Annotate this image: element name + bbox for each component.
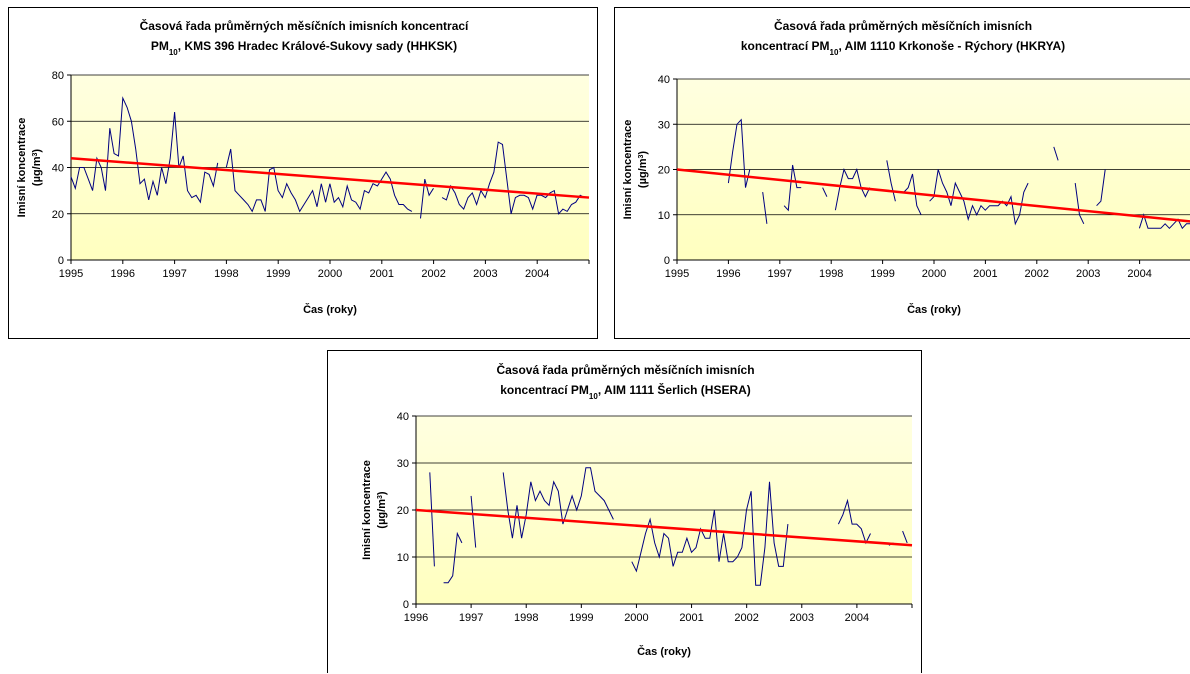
y-tick-label: 0 xyxy=(58,255,64,267)
series-line xyxy=(502,467,614,539)
series-line xyxy=(822,187,828,197)
x-tick-label: 1999 xyxy=(569,612,593,624)
x-tick-label: 1997 xyxy=(459,612,483,624)
chart-title-line-1: Časová řada průměrných měsíčních imisníc… xyxy=(140,18,469,33)
series-line xyxy=(429,472,435,567)
series-line xyxy=(443,531,463,584)
chart-title-line-2: koncentrací PM10, AIM 1110 Krkonoše - Rý… xyxy=(741,39,1065,57)
series-line xyxy=(903,173,922,216)
y-axis-unit: (µg/m3) xyxy=(376,491,388,528)
chart-title-line-1: Časová řada průměrných měsíčních imisníc… xyxy=(496,362,754,377)
x-tick-label: 1995 xyxy=(665,268,689,280)
x-tick-label: 1998 xyxy=(819,268,843,280)
series-line xyxy=(837,498,871,545)
y-axis-label: Imisní koncentrace xyxy=(622,120,634,220)
y-tick-label: 30 xyxy=(397,458,409,470)
series-line xyxy=(727,118,751,188)
y-tick-label: 0 xyxy=(664,255,670,267)
y-axis-unit: (µg/m3) xyxy=(31,149,43,186)
x-tick-label: 1996 xyxy=(716,268,740,280)
series-line xyxy=(441,141,585,215)
trend-line xyxy=(415,508,913,547)
series-line xyxy=(783,164,802,212)
series-line xyxy=(1074,183,1085,225)
x-tick-label: 1995 xyxy=(59,268,83,280)
x-tick-label: 2002 xyxy=(1025,268,1049,280)
x-tick-label: 2001 xyxy=(370,268,394,280)
series-line xyxy=(420,178,434,219)
y-tick-label: 40 xyxy=(658,74,670,86)
series-line xyxy=(886,160,896,202)
x-tick-label: 2000 xyxy=(922,268,946,280)
x-tick-label: 1997 xyxy=(162,268,186,280)
x-tick-label: 1998 xyxy=(214,268,238,280)
y-tick-label: 60 xyxy=(52,116,64,128)
chart-title-line-1: Časová řada průměrných měsíčních imisníc… xyxy=(774,18,1032,33)
x-tick-label: 2003 xyxy=(790,612,814,624)
series-line xyxy=(225,148,413,213)
series-line xyxy=(1053,146,1059,161)
x-tick-label: 2004 xyxy=(1127,268,1151,280)
trend-line xyxy=(676,168,1190,223)
y-tick-label: 20 xyxy=(52,209,64,221)
chart-hhksk: 0 20 40 60 80 1995 1996 1997 1998 1999 2000 2001 200… xyxy=(16,18,590,316)
x-tick-label: 2003 xyxy=(473,268,497,280)
y-axis-label: Imisní koncentrace xyxy=(361,460,373,560)
y-tick-label: 80 xyxy=(52,70,64,82)
x-axis-label: Čas (roky) xyxy=(303,303,357,316)
series-line xyxy=(631,481,789,586)
x-tick-label: 1998 xyxy=(514,612,538,624)
x-axis-label: Čas (roky) xyxy=(637,645,691,658)
chart-title-line-2: PM10, KMS 396 Hradec Králové-Sukovy sady… xyxy=(151,39,457,57)
series-line xyxy=(470,495,477,548)
y-tick-label: 0 xyxy=(403,599,409,611)
chart-title-line-2: koncentrací PM10, AIM 1111 Šerlich (HSER… xyxy=(500,382,751,401)
x-tick-label: 2000 xyxy=(624,612,648,624)
y-tick-label: 30 xyxy=(658,119,670,131)
y-tick-label: 10 xyxy=(658,210,670,222)
y-tick-label: 40 xyxy=(397,411,409,423)
series-line xyxy=(902,530,908,544)
chart-hsera: 0 10 20 30 40 1996 1997 1998 1999 2000 2001 2002 200… xyxy=(361,362,913,658)
x-tick-label: 2004 xyxy=(845,612,869,624)
series-line xyxy=(929,169,1029,226)
x-axis-label: Čas (roky) xyxy=(907,303,961,316)
chart-hkrya: 0 10 20 30 40 1995 1996 1997 1998 1999 2000 2001 200… xyxy=(622,18,1190,316)
chart-panel-hsera: 0 10 20 30 40 1996 1997 1998 1999 2000 2001 2002 200… xyxy=(327,350,922,673)
x-tick-label: 1997 xyxy=(768,268,792,280)
series-line xyxy=(1096,169,1106,207)
y-axis-unit: (µg/m3) xyxy=(637,151,649,188)
x-tick-label: 2002 xyxy=(421,268,445,280)
chart-panel-hkrya: 0 10 20 30 40 1995 1996 1997 1998 1999 2000 2001 200… xyxy=(614,7,1190,339)
y-tick-label: 20 xyxy=(658,165,670,177)
x-tick-label: 1996 xyxy=(111,268,135,280)
x-tick-label: 1999 xyxy=(870,268,894,280)
x-tick-label: 2001 xyxy=(973,268,997,280)
y-tick-label: 10 xyxy=(397,552,409,564)
series-line xyxy=(834,167,871,211)
y-axis-label: Imisní koncentrace xyxy=(16,118,28,218)
x-tick-label: 2002 xyxy=(734,612,758,624)
x-tick-label: 2004 xyxy=(525,268,549,280)
series-line xyxy=(1138,213,1190,230)
x-tick-label: 1996 xyxy=(404,612,428,624)
series-line xyxy=(70,96,219,204)
series-line xyxy=(762,192,768,224)
chart-panel-hhksk: 0 20 40 60 80 1995 1996 1997 1998 1999 2000 2001 200… xyxy=(8,7,598,339)
x-tick-label: 2000 xyxy=(318,268,342,280)
trend-line xyxy=(70,157,590,199)
x-tick-label: 2001 xyxy=(679,612,703,624)
x-tick-label: 2003 xyxy=(1076,268,1100,280)
x-tick-label: 1999 xyxy=(266,268,290,280)
y-tick-label: 20 xyxy=(397,505,409,517)
y-tick-label: 40 xyxy=(52,163,64,175)
